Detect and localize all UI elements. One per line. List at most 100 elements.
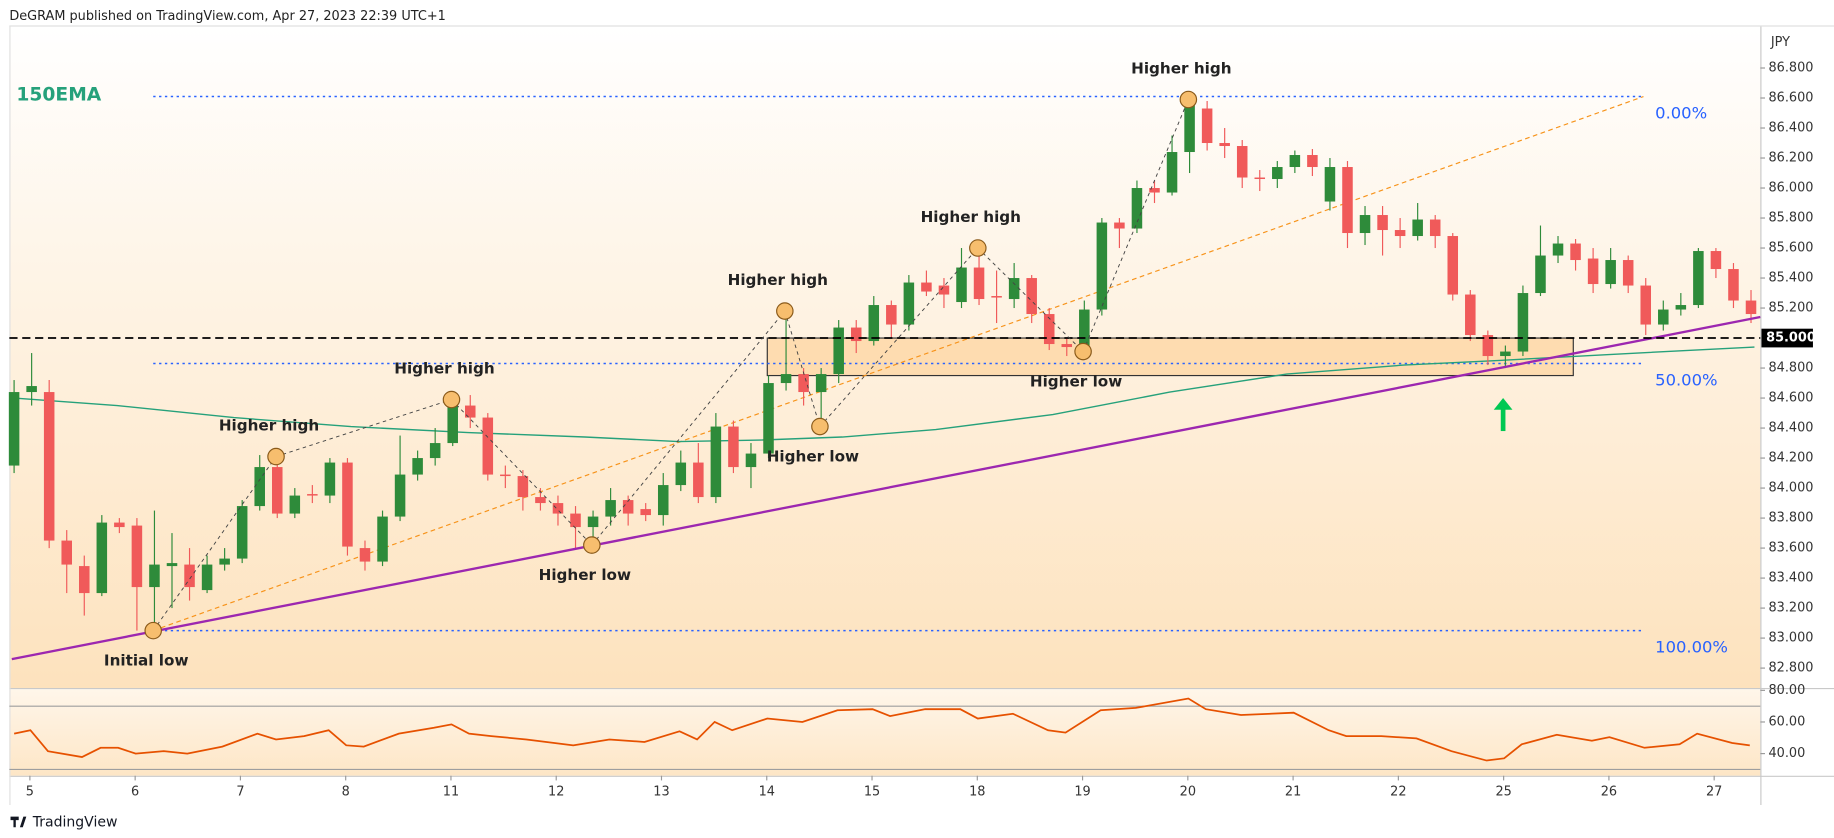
candle-body <box>1465 294 1476 336</box>
candle-body <box>1026 278 1037 315</box>
candle-body <box>1359 215 1371 234</box>
price-label: 85.000 <box>1766 331 1816 346</box>
candle-body <box>412 458 423 475</box>
candle-body <box>973 267 985 300</box>
candle-body <box>1079 309 1090 351</box>
candle-body <box>798 374 809 393</box>
swing-label: Higher high <box>728 271 828 289</box>
candle-body <box>1324 167 1336 202</box>
y-tick-label: 86.800 <box>1769 61 1814 76</box>
candle-body <box>1043 314 1055 345</box>
y-tick-label: 85.400 <box>1769 271 1814 286</box>
swing-connector <box>784 310 821 427</box>
rsi-y-tick-label: 80.00 <box>1769 683 1806 698</box>
candle-body <box>79 566 90 594</box>
y-tick-label: 83.200 <box>1769 601 1814 616</box>
candle-body <box>657 485 669 516</box>
y-tick-label: 82.800 <box>1769 661 1814 676</box>
swing-point <box>811 417 829 436</box>
x-tick-label: 22 <box>1390 785 1406 800</box>
swing-point <box>144 621 162 640</box>
candle-body <box>693 462 704 498</box>
candle-body <box>1447 236 1459 295</box>
arrow-head <box>1493 398 1513 410</box>
candle-body <box>394 474 406 517</box>
candle-body <box>815 374 827 393</box>
candle-body <box>728 426 739 468</box>
y-tick-label: 84.000 <box>1769 481 1814 496</box>
candle-body <box>26 386 37 393</box>
candle-body <box>605 500 616 517</box>
y-tick-label: 84.600 <box>1769 391 1814 406</box>
candle-body <box>745 453 757 468</box>
candle-body <box>1535 255 1546 294</box>
x-tick-label: 5 <box>26 785 34 800</box>
y-tick-label: 86.400 <box>1769 121 1814 136</box>
candle-body <box>500 474 511 477</box>
candle-body <box>1710 251 1722 270</box>
candle-body <box>43 392 55 541</box>
candle-body <box>1675 305 1687 310</box>
candle-body <box>447 405 458 444</box>
candle-body <box>61 540 72 565</box>
candle-body <box>1201 108 1213 144</box>
x-tick-label: 8 <box>342 785 350 800</box>
candle-body <box>149 564 160 588</box>
swing-label: Higher low <box>539 566 631 584</box>
y-tick-label: 83.000 <box>1769 631 1814 646</box>
swing-connector <box>275 399 452 458</box>
swing-connector <box>591 310 786 546</box>
candle-body <box>1658 309 1669 325</box>
candle-body <box>1728 269 1739 301</box>
candle-body <box>868 305 880 342</box>
x-tick-label: 14 <box>759 785 775 800</box>
fib-diagonal <box>153 95 1644 632</box>
swing-connector <box>451 399 593 546</box>
y-tick-label: 84.800 <box>1769 361 1814 376</box>
x-tick-label: 20 <box>1180 785 1196 800</box>
candle-body <box>272 467 283 514</box>
candle-body <box>1184 102 1195 153</box>
candle-body <box>622 500 634 514</box>
ema-line <box>14 346 1755 443</box>
swing-connector <box>819 247 979 427</box>
candle-body <box>1394 230 1406 237</box>
candle-body <box>289 495 301 514</box>
swing-label: Higher low <box>767 447 859 465</box>
candle-body <box>1149 188 1160 193</box>
swing-point <box>1179 90 1198 109</box>
candle-body <box>96 522 108 594</box>
candle-body <box>1745 300 1757 315</box>
header: DeGRAM published on TradingView.com, Apr… <box>9 9 445 24</box>
rsi-background <box>9 689 1761 776</box>
candle-body <box>307 494 318 496</box>
candle-body <box>991 296 1002 298</box>
fib-label: 50.00% <box>1655 371 1717 390</box>
candle-body <box>1219 143 1230 147</box>
swing-label: Initial low <box>104 652 189 670</box>
candle-body <box>552 503 564 514</box>
candle-body <box>710 426 722 498</box>
trendline <box>11 315 1761 661</box>
x-tick-label: 18 <box>969 785 985 800</box>
y-tick-label: 86.600 <box>1769 91 1814 106</box>
candle-body <box>535 497 546 504</box>
swing-connector <box>152 456 277 631</box>
candle-body <box>254 467 265 507</box>
candle-body <box>938 285 950 295</box>
y-tick-label: 83.400 <box>1769 571 1814 586</box>
price-label-box <box>1761 328 1813 348</box>
x-tick-label: 7 <box>236 785 244 800</box>
rsi-y-tick-label: 40.00 <box>1769 746 1806 761</box>
candle-body <box>359 548 371 562</box>
candle-body <box>1166 152 1178 193</box>
candle-body <box>184 564 195 588</box>
y-tick-label: 86.200 <box>1769 151 1814 166</box>
fib-label: 100.00% <box>1655 638 1728 657</box>
candle-body <box>482 417 494 475</box>
y-tick-label: 84.200 <box>1769 451 1814 466</box>
swing-point <box>1074 342 1092 361</box>
x-tick-label: 12 <box>548 785 564 800</box>
swing-label: Higher low <box>1030 372 1122 390</box>
